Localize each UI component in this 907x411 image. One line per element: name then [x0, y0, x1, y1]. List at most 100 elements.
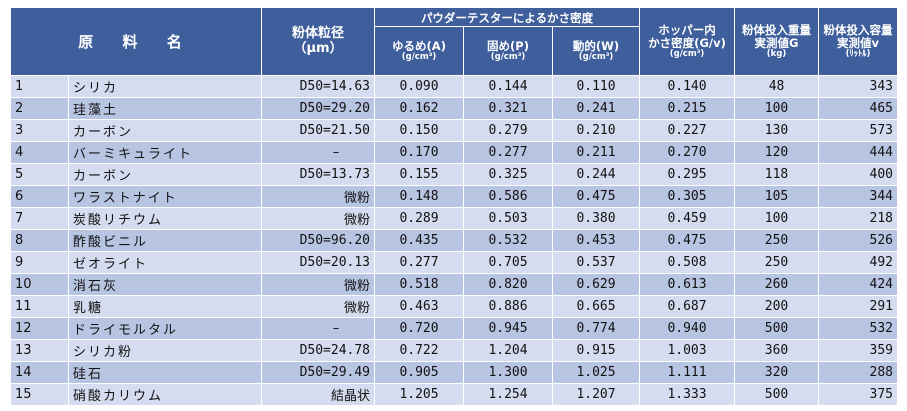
input-volume-cell: 532 — [818, 317, 899, 341]
dynamic-density-cell: 0.915 — [552, 339, 641, 363]
input-volume-cell: 444 — [818, 141, 899, 165]
packed-density-cell: 0.945 — [463, 317, 554, 341]
input-weight-cell: 200 — [734, 295, 820, 319]
material-name-cell: バーミキュライト — [67, 141, 263, 165]
hopper-density-cell: 0.140 — [639, 75, 736, 99]
material-name-cell: シリカ粉 — [67, 339, 263, 363]
input-volume-cell: 288 — [818, 361, 899, 385]
packed-density-cell: 0.325 — [463, 163, 554, 187]
header-material-name: 原 料 名 — [9, 6, 263, 77]
material-name-cell: 酢酸ビニル — [67, 229, 263, 253]
loose-density-cell: 0.277 — [374, 251, 465, 275]
bulk-density-table: 原 料 名 粉体粒径 （μm） パウダーテスターによるかさ密度 ホッパー内 かさ… — [9, 6, 899, 407]
header-hopper-density: ホッパー内 かさ密度(G/v) (g/cm³) — [639, 6, 736, 77]
particle-size-cell: D50=20.13 — [261, 251, 376, 275]
packed-density-cell: 0.279 — [463, 119, 554, 143]
hopper-density-cell: 1.333 — [639, 383, 736, 407]
material-name-cell: 乳糖 — [67, 295, 263, 319]
input-weight-cell: 320 — [734, 361, 820, 385]
particle-size-cell: 結晶状 — [261, 383, 376, 407]
hopper-density-cell: 0.459 — [639, 207, 736, 231]
table-row: 2 珪藻土 D50=29.20 0.162 0.321 0.241 0.215 100 465 — [10, 97, 899, 121]
table-row: 15 硝酸カリウム 結晶状 1.205 1.254 1.207 1.333 500 375 — [10, 383, 899, 407]
particle-size-cell: D50=96.20 — [261, 229, 376, 253]
loose-density-cell: 0.150 — [374, 119, 465, 143]
material-name-cell: 硝酸カリウム — [67, 383, 263, 407]
row-number-cell: 13 — [10, 339, 69, 363]
loose-density-cell: 0.289 — [374, 207, 465, 231]
table-row: 9 ゼオライト D50=20.13 0.277 0.705 0.537 0.508 250 49… — [10, 251, 899, 275]
input-weight-cell: 250 — [734, 251, 820, 275]
header-input-volume: 粉体投入容量 実測値v (ﾘｯﾄﾙ) — [818, 6, 899, 77]
input-volume-cell: 359 — [818, 339, 899, 363]
row-number-cell: 2 — [10, 97, 69, 121]
table-row: 12 ドライモルタル –0.720 0.945 0.774 0.940 500 532 — [10, 317, 899, 341]
hopper-density-cell: 0.613 — [639, 273, 736, 297]
input-weight-cell: 250 — [734, 229, 820, 253]
row-number-cell: 6 — [10, 185, 69, 209]
header-powder-tester-group: パウダーテスターによるかさ密度 — [374, 6, 641, 28]
packed-density-cell: 0.144 — [463, 75, 554, 99]
header-dynamic: 動的(W) (g/cm³) — [552, 26, 641, 77]
input-volume-cell: 343 — [818, 75, 899, 99]
hopper-density-cell: 1.111 — [639, 361, 736, 385]
loose-density-cell: 0.463 — [374, 295, 465, 319]
row-number-cell: 10 — [10, 273, 69, 297]
table-body: 1 シリカ D50=14.63 0.090 0.144 0.110 0.140 48 343 2 珪… — [10, 75, 899, 407]
input-volume-cell: 526 — [818, 229, 899, 253]
material-name-cell: シリカ — [67, 75, 263, 99]
row-number-cell: 5 — [10, 163, 69, 187]
hopper-density-cell: 0.687 — [639, 295, 736, 319]
dynamic-density-cell: 0.665 — [552, 295, 641, 319]
input-weight-cell: 260 — [734, 273, 820, 297]
dynamic-density-cell: 0.241 — [552, 97, 641, 121]
row-number-cell: 11 — [10, 295, 69, 319]
input-volume-cell: 492 — [818, 251, 899, 275]
packed-density-cell: 0.586 — [463, 185, 554, 209]
particle-size-cell: D50=21.50 — [261, 119, 376, 143]
particle-size-cell: D50=14.63 — [261, 75, 376, 99]
particle-size-cell: 微粉 — [261, 207, 376, 231]
row-number-cell: 9 — [10, 251, 69, 275]
packed-density-cell: 1.204 — [463, 339, 554, 363]
dynamic-density-cell: 0.211 — [552, 141, 641, 165]
row-number-cell: 3 — [10, 119, 69, 143]
input-weight-cell: 118 — [734, 163, 820, 187]
loose-density-cell: 0.170 — [374, 141, 465, 165]
loose-density-cell: 0.722 — [374, 339, 465, 363]
input-volume-cell: 344 — [818, 185, 899, 209]
input-volume-cell: 465 — [818, 97, 899, 121]
particle-size-cell: 微粉 — [261, 273, 376, 297]
input-weight-cell: 105 — [734, 185, 820, 209]
input-weight-cell: 130 — [734, 119, 820, 143]
dynamic-density-cell: 0.110 — [552, 75, 641, 99]
packed-density-cell: 0.532 — [463, 229, 554, 253]
input-weight-cell: 100 — [734, 97, 820, 121]
dynamic-density-cell: 1.025 — [552, 361, 641, 385]
header-input-weight: 粉体投入重量 実測値G (kg) — [734, 6, 820, 77]
hopper-density-cell: 0.475 — [639, 229, 736, 253]
packed-density-cell: 0.321 — [463, 97, 554, 121]
table-row: 14 硅石 D50=29.49 0.905 1.300 1.025 1.111 320 288 — [10, 361, 899, 385]
dynamic-density-cell: 0.475 — [552, 185, 641, 209]
material-name-cell: ワラストナイト — [67, 185, 263, 209]
loose-density-cell: 0.090 — [374, 75, 465, 99]
hopper-density-cell: 0.295 — [639, 163, 736, 187]
row-number-cell: 4 — [10, 141, 69, 165]
dynamic-density-cell: 0.453 — [552, 229, 641, 253]
table-row: 5 カーボン D50=13.73 0.155 0.325 0.244 0.295 118 400 — [10, 163, 899, 187]
table-row: 13 シリカ粉 D50=24.78 0.722 1.204 0.915 1.003 360 35… — [10, 339, 899, 363]
loose-density-cell: 0.155 — [374, 163, 465, 187]
material-name-cell: 硅石 — [67, 361, 263, 385]
input-volume-cell: 573 — [818, 119, 899, 143]
loose-density-cell: 0.162 — [374, 97, 465, 121]
hopper-density-cell: 0.215 — [639, 97, 736, 121]
material-name-cell: ドライモルタル — [67, 317, 263, 341]
loose-density-cell: 0.905 — [374, 361, 465, 385]
input-weight-cell: 500 — [734, 317, 820, 341]
input-volume-cell: 400 — [818, 163, 899, 187]
material-name-cell: 珪藻土 — [67, 97, 263, 121]
material-name-cell: 炭酸リチウム — [67, 207, 263, 231]
packed-density-cell: 1.300 — [463, 361, 554, 385]
packed-density-cell: 0.886 — [463, 295, 554, 319]
